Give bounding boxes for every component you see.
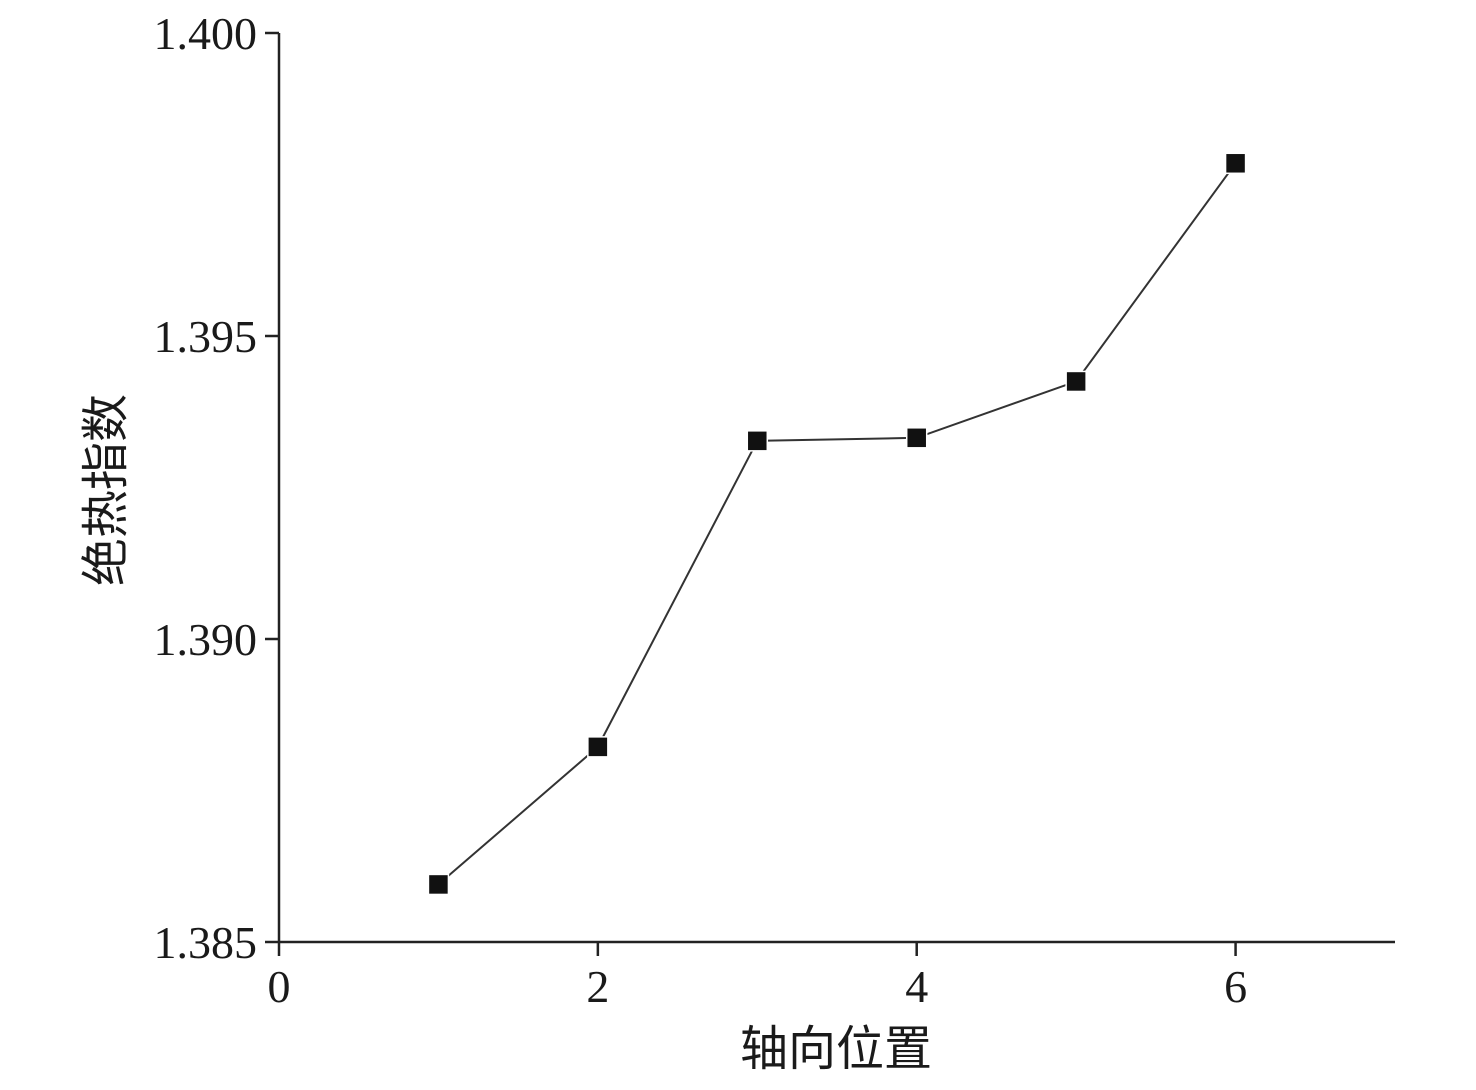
x-axis-title: 轴向位置 (740, 1023, 932, 1076)
x-tick-label: 2 (586, 961, 609, 1012)
y-tick-label: 1.390 (154, 614, 258, 665)
series-line (437, 162, 1237, 886)
y-axis-title: 绝热指数 (80, 394, 133, 586)
data-point-marker (427, 873, 450, 896)
x-tick-label: 4 (905, 961, 928, 1012)
data-point-marker (587, 736, 609, 758)
y-tick-label: 1.395 (154, 311, 258, 362)
axes: 1.385 1.390 1.395 1.400 0 2 4 6 (154, 8, 1395, 1012)
data-point-marker (905, 427, 928, 449)
data-point-marker (1224, 152, 1247, 175)
x-tick-label: 6 (1224, 961, 1247, 1012)
data-point-marker (746, 430, 769, 452)
y-tick-label: 1.385 (154, 917, 258, 968)
x-tick-label: 0 (268, 961, 291, 1012)
data-point-marker (1065, 370, 1087, 393)
y-tick-label: 1.400 (154, 8, 258, 59)
series-layer (427, 152, 1247, 896)
